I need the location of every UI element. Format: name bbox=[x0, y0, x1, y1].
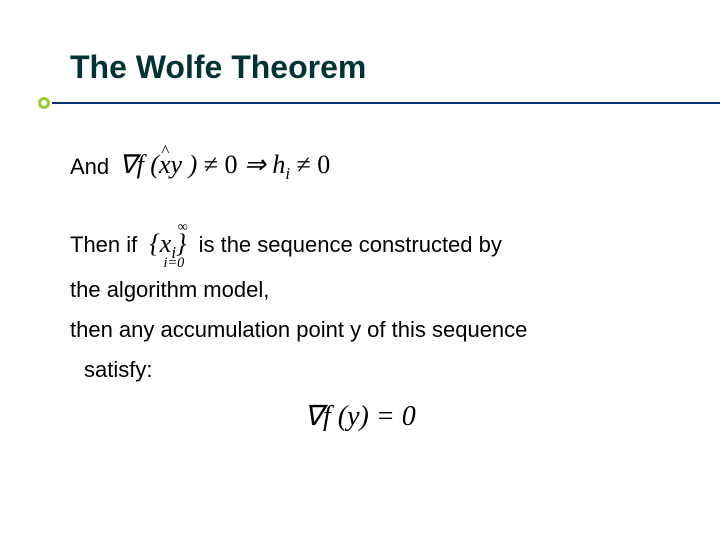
title-rule bbox=[70, 93, 650, 113]
line-satisfy: satisfy: bbox=[84, 355, 650, 385]
text-then-tail: is the sequence constructed by bbox=[199, 232, 502, 257]
line-accumulation: then any accumulation point y of this se… bbox=[70, 315, 650, 345]
line-algorithm-model: the algorithm model, bbox=[70, 275, 650, 305]
line-then-if: Then if {xi}∞i=0 is the sequence constru… bbox=[70, 226, 650, 265]
text-and: And bbox=[70, 152, 109, 182]
page-title: The Wolfe Theorem bbox=[70, 50, 650, 85]
line-and: And ∇f (x^y ) ≠ 0 ⇒ hi ≠ 0 bbox=[70, 147, 650, 186]
bullet-ring-icon bbox=[38, 97, 50, 109]
equation-gradient-nonzero: ∇f (x^y ) ≠ 0 ⇒ hi ≠ 0 bbox=[119, 147, 330, 186]
equation-gradient-zero: ∇f (y) = 0 bbox=[70, 398, 650, 436]
slide: The Wolfe Theorem And ∇f (x^y ) ≠ 0 ⇒ hi… bbox=[0, 0, 720, 540]
horizontal-rule bbox=[52, 102, 720, 104]
text-then-if: Then if bbox=[70, 232, 137, 257]
body-text: And ∇f (x^y ) ≠ 0 ⇒ hi ≠ 0 Then if {xi}∞… bbox=[70, 147, 650, 436]
equation-sequence: {xi}∞i=0 bbox=[149, 226, 186, 265]
